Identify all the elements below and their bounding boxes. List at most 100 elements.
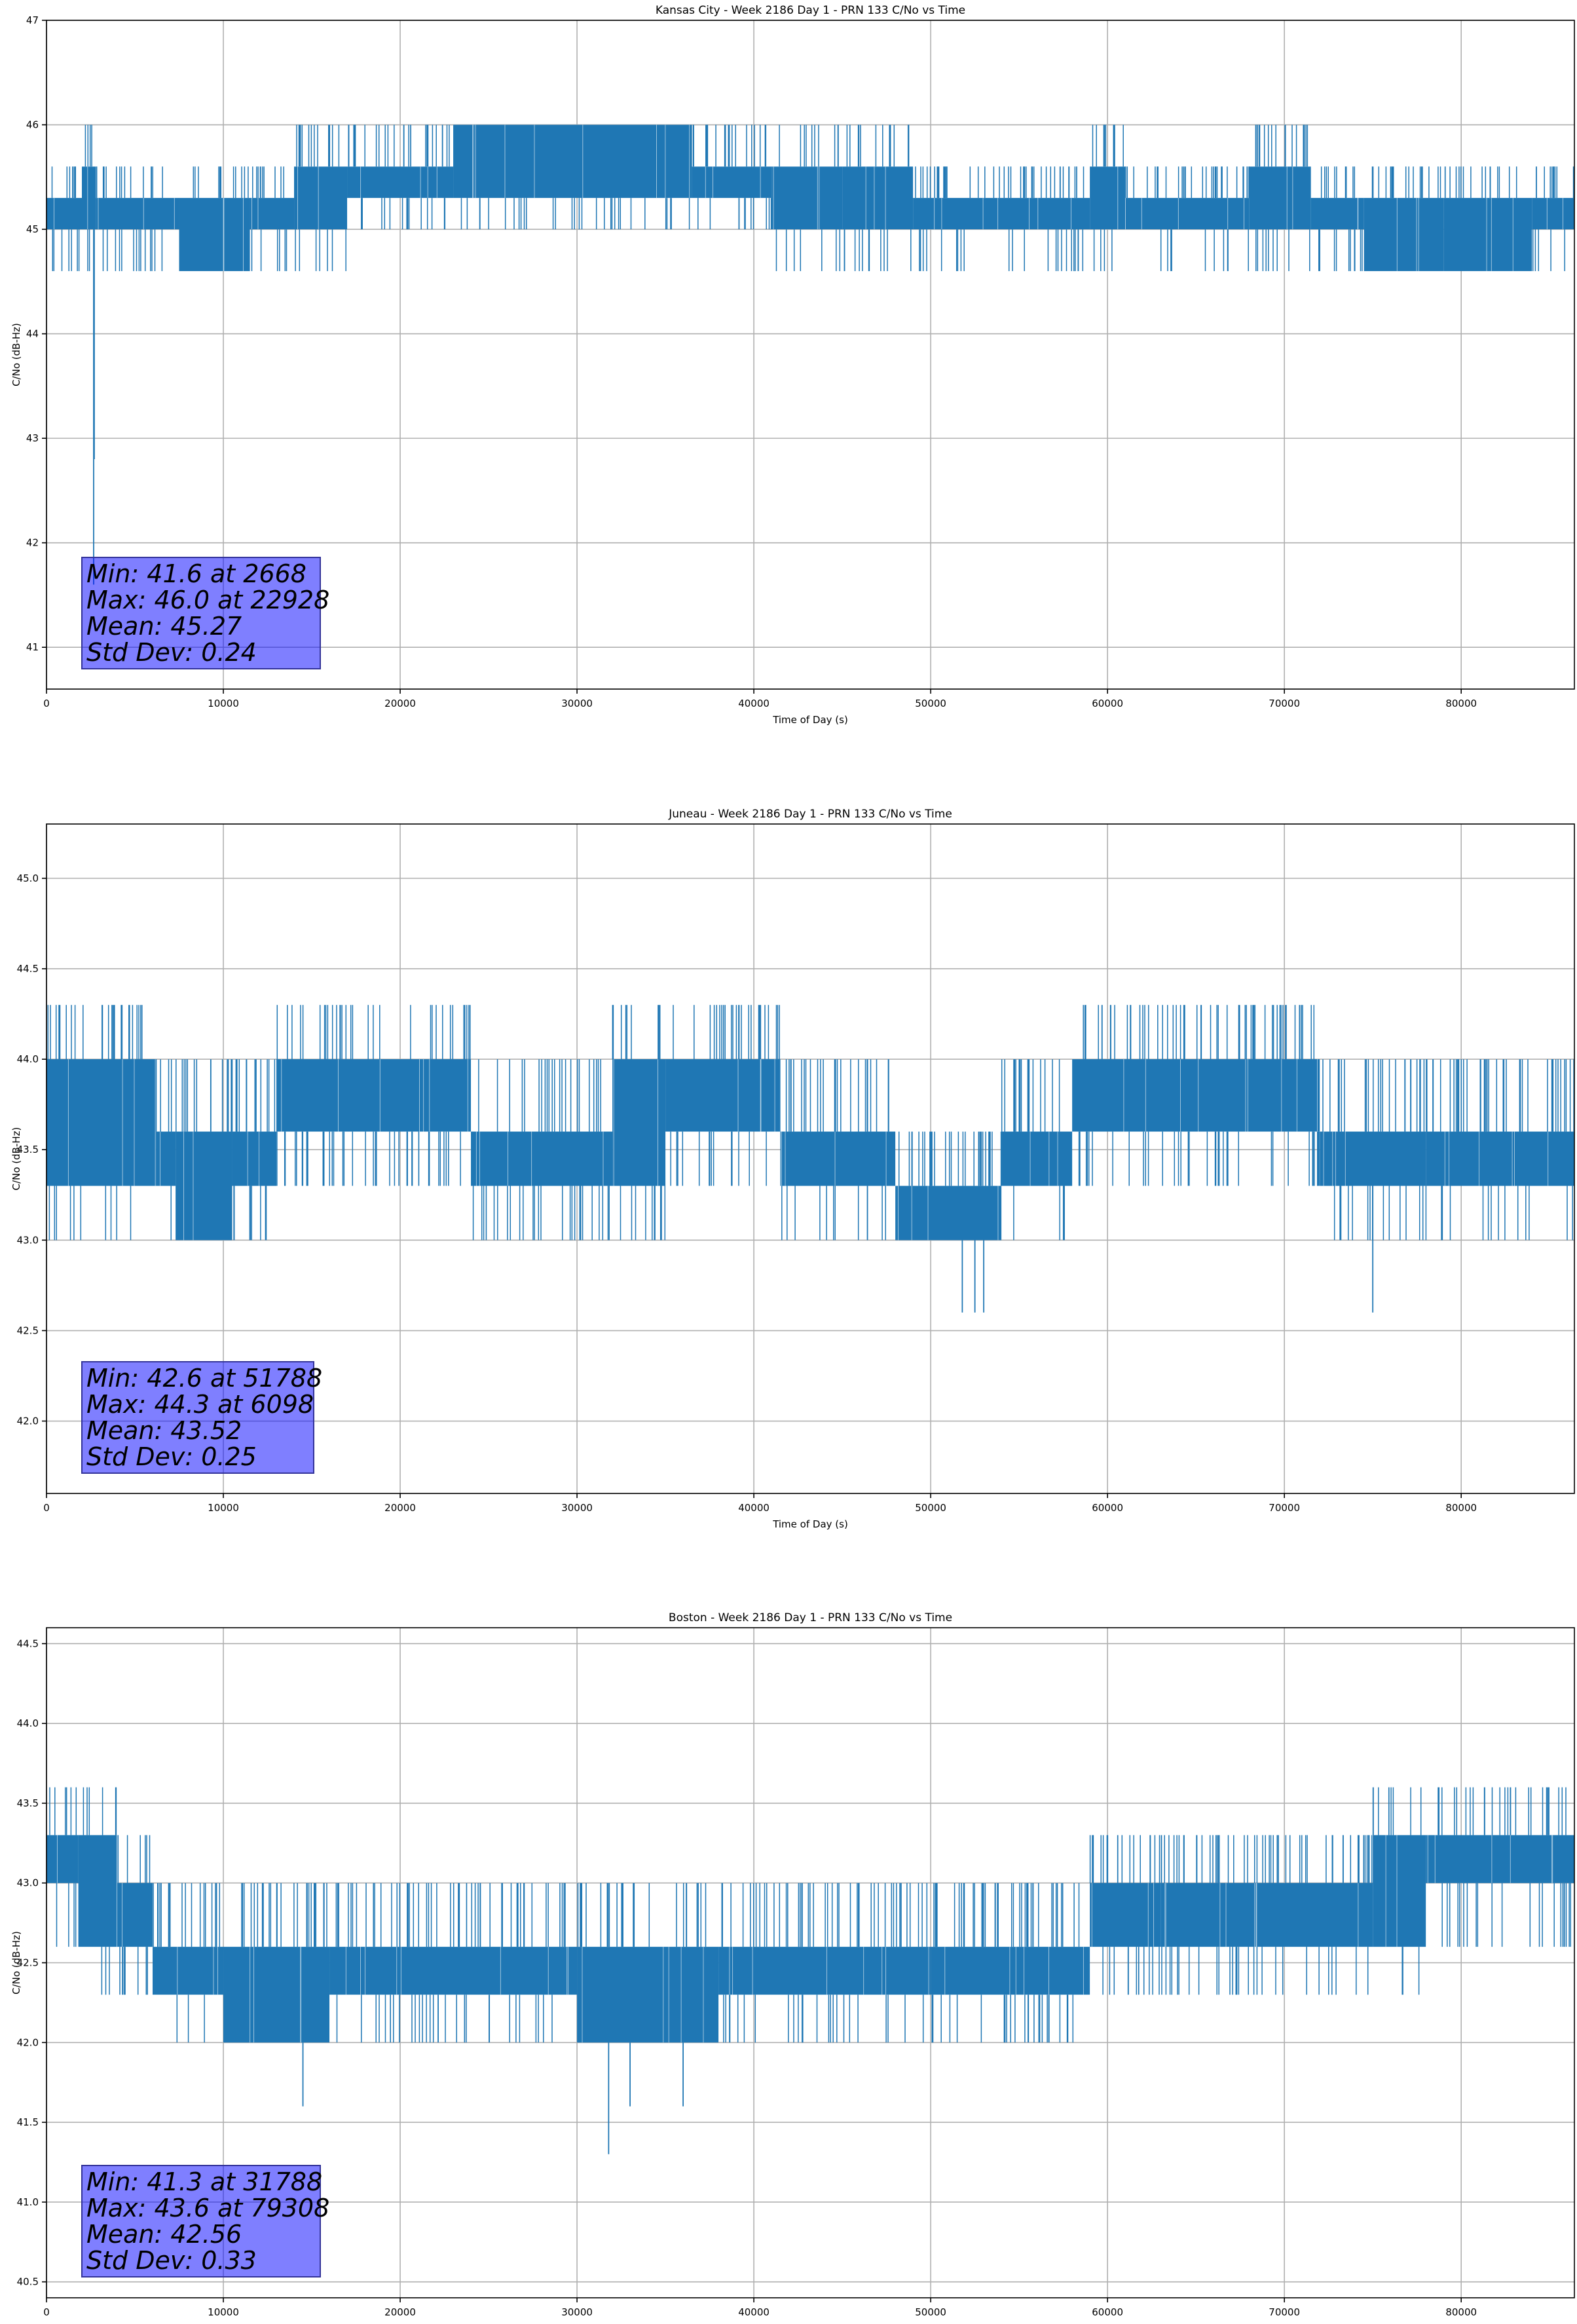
x-tick-label: 10000 <box>208 698 239 709</box>
series-band <box>1426 1835 1574 1883</box>
series-spikes <box>51 124 1574 271</box>
series-band <box>1090 166 1126 230</box>
series-band <box>46 198 83 230</box>
x-tick-label: 0 <box>43 1502 50 1514</box>
y-axis-label: C/No (dB-Hz) <box>10 1931 22 1995</box>
series-band <box>276 1059 472 1132</box>
stats-box: Min: 42.6 at 51788 Max: 44.3 at 6098 Mean:… <box>81 1361 323 1474</box>
stats-std: Std Dev: 0.33 <box>86 2246 257 2275</box>
series-band <box>223 1947 330 2043</box>
chart-panel-2: 0 10000 20000 30000 40000 50000 60000 70000 8000… <box>10 808 1575 1530</box>
y-tick-label: 40.5 <box>17 2276 39 2288</box>
series-band <box>1125 198 1250 230</box>
x-tick-label: 40000 <box>738 1502 770 1514</box>
series-band <box>46 1059 157 1186</box>
x-tick-label: 40000 <box>738 2306 770 2318</box>
chart-title: Boston - Week 2186 Day 1 - PRN 133 C/No … <box>669 1611 952 1624</box>
series-band <box>78 1835 118 1947</box>
y-tick-label: 46 <box>26 119 39 131</box>
axes-frame <box>46 823 1575 1494</box>
chart-title: Kansas City - Week 2186 Day 1 - PRN 133 … <box>656 4 965 17</box>
x-tick-label: 70000 <box>1269 1502 1300 1514</box>
x-tick-label: 50000 <box>915 1502 946 1514</box>
series-band <box>1320 1131 1426 1186</box>
stats-max: Max: 43.6 at 79308 <box>86 2194 330 2222</box>
y-axis-label: C/No (dB-Hz) <box>10 323 22 386</box>
y-tick-label: 43 <box>26 432 39 444</box>
series-band <box>665 1059 781 1132</box>
stats-min: Min: 41.6 at 2668 <box>86 559 306 588</box>
x-tick-label: 30000 <box>561 1502 593 1514</box>
series-spikes <box>49 1787 1571 2043</box>
y-tick-label: 43.5 <box>17 1797 39 1809</box>
series-band <box>96 198 179 230</box>
series-spikes <box>47 1005 1574 1241</box>
series-band <box>612 1059 666 1186</box>
y-tick-label: 44.0 <box>17 1717 39 1729</box>
x-tick-label: 0 <box>43 698 50 709</box>
x-tick-label: 70000 <box>1269 2306 1300 2318</box>
series-band <box>842 166 914 230</box>
y-tick-label: 42 <box>26 537 39 549</box>
series-band <box>771 166 843 230</box>
series-band <box>117 1883 153 1947</box>
stats-mean: Mean: 43.52 <box>86 1416 242 1445</box>
y-tick-label: 44.5 <box>17 963 39 975</box>
series-band <box>1426 1131 1574 1186</box>
x-tick-label: 60000 <box>1092 1502 1123 1514</box>
x-tick-label: 20000 <box>384 1502 416 1514</box>
x-tick-label: 80000 <box>1445 1502 1477 1514</box>
series-band <box>692 166 772 198</box>
series-band <box>153 1947 224 1995</box>
series-band <box>1373 1835 1426 1947</box>
x-tick-label: 20000 <box>384 698 416 709</box>
x-tick-label: 50000 <box>915 2306 946 2318</box>
x-tick-label: 60000 <box>1092 698 1123 709</box>
y-axis-label: C/No (dB-Hz) <box>10 1127 22 1191</box>
series-band <box>176 1131 232 1241</box>
series-band <box>1310 198 1364 230</box>
series-band <box>1090 1883 1161 1947</box>
x-tick-label: 50000 <box>915 698 946 709</box>
series-band <box>82 166 96 230</box>
series-band <box>718 1947 931 1995</box>
y-tick-label: 41.5 <box>17 2116 39 2128</box>
x-tick-label: 30000 <box>561 698 593 709</box>
y-tick-label: 42.5 <box>17 1957 39 1969</box>
axes-frame <box>46 20 1575 690</box>
stats-max: Max: 46.0 at 22928 <box>86 586 330 614</box>
stats-min: Min: 42.6 at 51788 <box>86 1364 323 1393</box>
y-tick-label: 42.0 <box>17 2036 39 2048</box>
stats-max: Max: 44.3 at 6098 <box>86 1390 314 1419</box>
stats-mean: Mean: 42.56 <box>86 2220 242 2249</box>
x-tick-label: 40000 <box>738 698 770 709</box>
series-band <box>294 166 348 230</box>
series-band <box>347 166 454 198</box>
y-tick-label: 43.0 <box>17 1234 39 1246</box>
stats-std: Std Dev: 0.25 <box>86 1442 257 1471</box>
series-band <box>1532 198 1574 230</box>
y-tick-label: 42.5 <box>17 1324 39 1336</box>
series-band <box>232 1131 277 1186</box>
x-tick-label: 70000 <box>1269 698 1300 709</box>
y-tick-label: 43.0 <box>17 1877 39 1889</box>
stats-box: Min: 41.6 at 2668 Max: 46.0 at 22928 Mean:… <box>81 557 330 669</box>
series-band <box>1364 198 1444 271</box>
x-axis-label: Time of Day (s) <box>772 2323 848 2324</box>
x-tick-label: 30000 <box>561 2306 593 2318</box>
series-band <box>1160 1883 1373 1947</box>
series-band <box>453 124 692 198</box>
series-band <box>780 1131 896 1186</box>
x-axis-label: Time of Day (s) <box>772 1518 848 1530</box>
stats-std: Std Dev: 0.24 <box>86 638 257 667</box>
series-band <box>471 1131 613 1186</box>
series-band <box>1072 1059 1320 1132</box>
y-tick-label: 44 <box>26 328 39 340</box>
series-band <box>1001 1131 1073 1186</box>
x-tick-label: 80000 <box>1445 2306 1477 2318</box>
x-axis-label: Time of Day (s) <box>772 714 848 726</box>
stats-min: Min: 41.3 at 31788 <box>86 2167 323 2196</box>
y-tick-label: 41 <box>26 641 39 653</box>
chart-title: Juneau - Week 2186 Day 1 - PRN 133 C/No … <box>668 808 952 821</box>
y-tick-label: 41.0 <box>17 2196 39 2208</box>
